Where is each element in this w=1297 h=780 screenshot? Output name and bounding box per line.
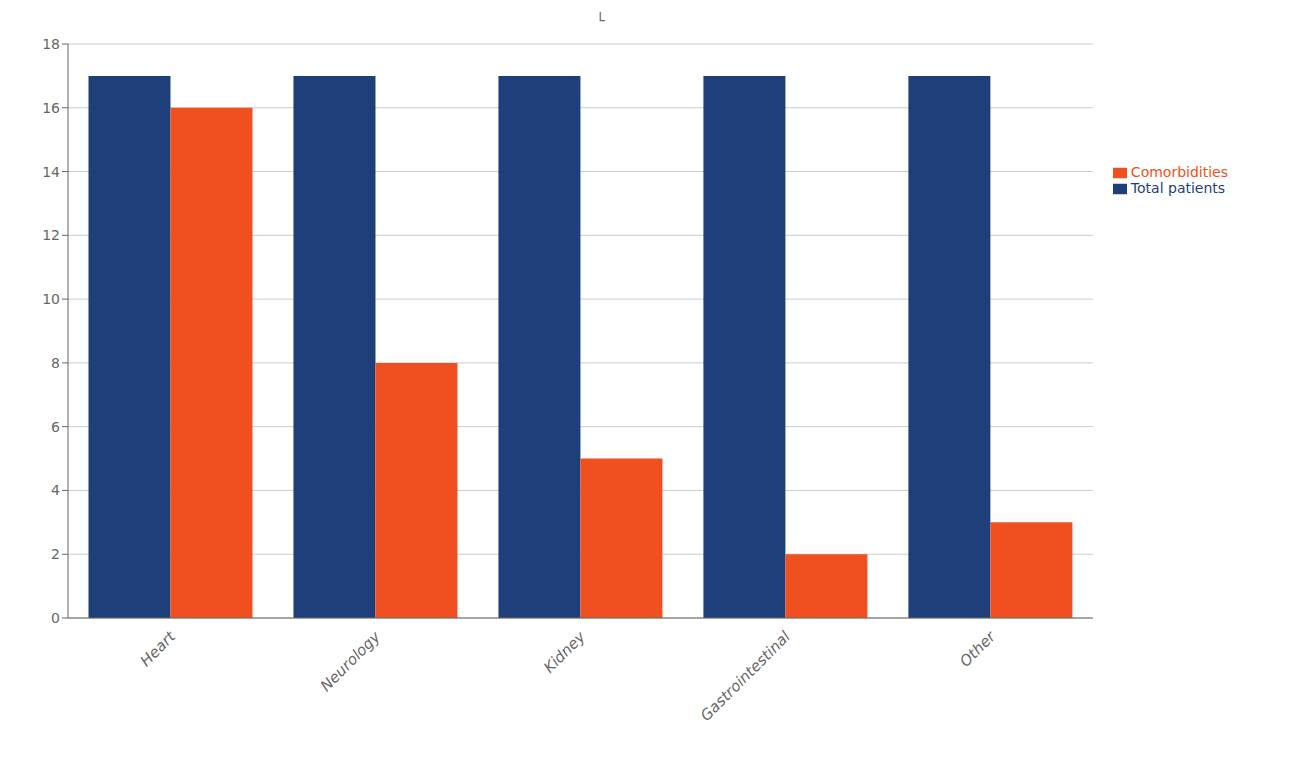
svg-text:8: 8 <box>51 355 60 371</box>
svg-text:4: 4 <box>51 482 60 498</box>
svg-text:Other: Other <box>956 627 999 670</box>
html-text:Total patients: Total patients <box>1130 180 1226 196</box>
svg-text:10: 10 <box>42 291 60 307</box>
svg-text:2: 2 <box>51 546 60 562</box>
svg-text:Kidney: Kidney <box>540 627 590 677</box>
html-text:Comorbidities: Comorbidities <box>1130 164 1228 180</box>
svg-text:12: 12 <box>42 227 60 243</box>
svg-text:14: 14 <box>42 164 60 180</box>
svg-text:16: 16 <box>42 100 60 116</box>
svg-text:6: 6 <box>51 419 60 435</box>
svg-text:0: 0 <box>51 610 60 626</box>
svg-text:18: 18 <box>42 36 60 52</box>
svg-text:Neurology: Neurology <box>317 627 385 695</box>
svg-text:Gastrointestinal: Gastrointestinal <box>697 627 795 725</box>
svg-text:Heart: Heart <box>137 627 180 670</box>
